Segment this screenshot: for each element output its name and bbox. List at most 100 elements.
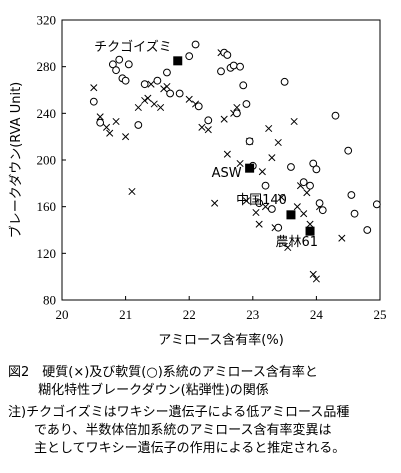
hard-wheat-point xyxy=(306,220,314,228)
soft-wheat-point xyxy=(306,181,314,190)
soft-wheat-point xyxy=(350,209,359,218)
hard-wheat-point xyxy=(277,193,285,201)
soft-wheat-point xyxy=(204,116,213,125)
hard-wheat-point xyxy=(223,150,231,158)
plot-frame xyxy=(61,19,381,301)
y-tick-label: 160 xyxy=(37,199,57,214)
hard-wheat-point xyxy=(255,220,263,228)
y-tick-label: 80 xyxy=(43,293,56,308)
hard-wheat-point xyxy=(309,270,317,278)
soft-wheat-point xyxy=(236,62,244,71)
y-tick-label: 120 xyxy=(37,246,57,261)
soft-wheat-point xyxy=(318,206,327,215)
soft-wheat-point xyxy=(217,67,225,76)
soft-wheat-point xyxy=(108,60,117,69)
hard-wheat-point xyxy=(106,129,114,137)
hard-wheat-point xyxy=(290,117,298,126)
hard-wheat-point xyxy=(312,275,320,283)
hard-wheat-point xyxy=(242,197,250,205)
reference-variety-point xyxy=(305,226,315,236)
soft-wheat-point xyxy=(312,165,321,174)
soft-wheat-point xyxy=(363,226,372,234)
y-tick-label: 200 xyxy=(37,153,57,168)
y-tick-label: 320 xyxy=(37,13,57,28)
soft-wheat-point xyxy=(344,146,353,155)
soft-wheat-point xyxy=(239,81,248,90)
hard-wheat-point xyxy=(300,210,308,218)
hard-wheat-point xyxy=(284,243,292,252)
x-tick-label: 20 xyxy=(56,307,69,322)
x-tick-label: 24 xyxy=(310,307,324,322)
soft-wheat-point xyxy=(299,178,308,187)
hard-wheat-point xyxy=(204,126,212,134)
hard-wheat-point xyxy=(141,96,149,105)
hard-wheat-point xyxy=(303,189,311,197)
reference-variety-point xyxy=(245,163,255,173)
reference-variety-label: ASW xyxy=(212,166,242,181)
hard-wheat-point xyxy=(252,208,260,217)
hard-wheat-point xyxy=(144,94,152,102)
soft-wheat-point xyxy=(153,76,162,85)
hard-wheat-point xyxy=(198,123,206,131)
soft-wheat-point xyxy=(280,77,289,86)
soft-wheat-point xyxy=(274,223,283,232)
hard-wheat-point xyxy=(102,123,111,131)
soft-wheat-point xyxy=(140,80,149,89)
soft-wheat-point xyxy=(191,40,200,49)
soft-wheat-point xyxy=(315,199,324,208)
hard-wheat-point xyxy=(147,80,155,88)
scatter-chart: 20 21 22 23 24 25 80 120 160 200 240 280 320 アミロース含有率… xyxy=(8,13,387,349)
hard-wheat-point xyxy=(163,82,171,91)
x-tick-label: 25 xyxy=(374,307,387,322)
soft-wheat-point xyxy=(96,118,105,127)
x-tick-label: 23 xyxy=(246,307,259,322)
soft-wheat-point xyxy=(245,137,254,146)
hard-wheat-point xyxy=(128,187,136,196)
soft-wheat-point xyxy=(255,199,264,208)
hard-wheat-point xyxy=(90,84,98,92)
soft-wheat-point xyxy=(233,109,241,118)
hard-wheat-point xyxy=(150,100,158,108)
figure-note: 注)チクゴイズミはワキシー遺伝子による低アミロース品種 であり、半数体倍加系統の… xyxy=(8,405,350,456)
reference-variety-point xyxy=(286,210,296,220)
hard-wheat-point xyxy=(338,234,346,242)
hard-wheat-point xyxy=(265,124,273,133)
soft-wheat-point xyxy=(89,97,98,106)
hard-wheat-point xyxy=(236,159,244,168)
soft-wheat-point xyxy=(121,76,130,85)
soft-wheat-point xyxy=(124,60,133,69)
soft-wheat-point xyxy=(175,89,184,98)
soft-wheat-point xyxy=(331,111,340,120)
hard-wheat-point xyxy=(233,103,241,112)
soft-wheat-point xyxy=(185,52,194,61)
soft-wheat-point xyxy=(287,163,295,171)
soft-wheat-point xyxy=(134,121,143,129)
hard-wheat-point xyxy=(112,117,120,126)
x-axis-label: アミロース含有率(%) xyxy=(158,332,284,348)
soft-wheat-point xyxy=(267,205,276,213)
soft-wheat-point xyxy=(223,51,232,59)
soft-wheat-point xyxy=(194,102,203,111)
hard-wheat-point xyxy=(293,203,301,211)
soft-wheat-point xyxy=(242,100,251,108)
y-tick-label: 280 xyxy=(37,59,57,74)
hard-wheat-point xyxy=(220,115,228,123)
soft-wheat-point xyxy=(372,200,381,209)
hard-wheat-point xyxy=(96,113,104,121)
hard-wheat-point xyxy=(134,103,142,112)
hard-wheat-point xyxy=(211,199,219,207)
reference-variety-label: 中国140 xyxy=(236,193,287,208)
x-tick-label: 21 xyxy=(119,307,132,322)
y-axis-label: ブレークダウン(RVA Unit) xyxy=(8,82,24,239)
figure-caption: 図2 硬質(×)及び軟質(○)系統のアミロース含有率と 糊化特性ブレークダウン(… xyxy=(8,365,318,398)
hard-wheat-point xyxy=(185,95,193,103)
reference-variety-label: チクゴイズミ xyxy=(94,39,172,55)
y-tick-label: 240 xyxy=(37,106,57,121)
soft-wheat-point xyxy=(261,181,270,190)
x-tick-label: 22 xyxy=(183,307,196,322)
hard-wheat-point xyxy=(122,133,130,141)
soft-wheat-point xyxy=(163,68,171,77)
hard-wheat-point xyxy=(157,103,165,112)
hard-wheat-point xyxy=(261,203,270,211)
